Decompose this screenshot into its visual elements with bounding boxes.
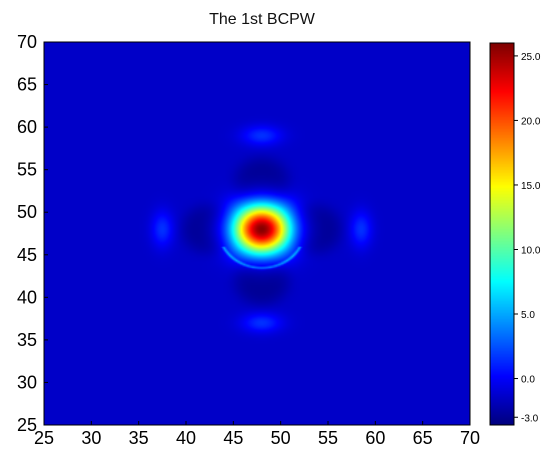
x-tick-label: 60 <box>365 428 385 448</box>
colorbar-frame <box>489 42 515 426</box>
x-tick-label: 65 <box>413 428 433 448</box>
colorbar-tick-label: 25.0 <box>521 52 541 63</box>
y-tick-label: 55 <box>17 160 37 180</box>
y-tick-label: 50 <box>17 202 37 222</box>
y-tick-label: 30 <box>17 372 37 392</box>
colorbar-tick-label: -3.0 <box>521 413 539 424</box>
y-tick-label: 25 <box>17 415 37 435</box>
x-tick-label: 35 <box>129 428 149 448</box>
plot-frame <box>43 41 471 426</box>
colorbar-tick-label: 10.0 <box>521 245 541 256</box>
plot-area <box>43 41 471 426</box>
colorbar-tick-label: 15.0 <box>521 181 541 192</box>
colorbar-ticks: -3.0 0.0 5.0 10.0 15.0 20.0 25.0 <box>514 52 541 424</box>
x-tick-label: 45 <box>223 428 243 448</box>
y-tick-label: 70 <box>17 32 37 52</box>
heatmap-image <box>44 42 470 425</box>
x-tick-label: 55 <box>318 428 338 448</box>
x-tick-label: 40 <box>176 428 196 448</box>
y-tick-label: 60 <box>17 117 37 137</box>
colorbar: -3.0 0.0 5.0 10.0 15.0 20.0 25.0 <box>489 42 541 426</box>
colorbar-tick-label: 0.0 <box>521 375 535 386</box>
x-tick-label: 25 <box>34 428 54 448</box>
y-axis: 25 30 35 40 45 50 55 60 65 70 <box>17 32 48 435</box>
x-tick-label: 50 <box>271 428 291 448</box>
x-tick-label: 70 <box>460 428 480 448</box>
x-tick-label: 30 <box>81 428 101 448</box>
y-tick-label: 35 <box>17 330 37 350</box>
x-axis: 25 30 35 40 45 50 55 60 65 70 <box>34 421 480 448</box>
colorbar-gradient <box>490 43 514 425</box>
y-tick-label: 45 <box>17 245 37 265</box>
colorbar-tick-label: 5.0 <box>521 310 535 321</box>
y-tick-label: 40 <box>17 287 37 307</box>
colorbar-tick-label: 20.0 <box>521 116 541 127</box>
chart-title: The 1st BCPW <box>209 11 316 28</box>
y-tick-label: 65 <box>17 75 37 95</box>
